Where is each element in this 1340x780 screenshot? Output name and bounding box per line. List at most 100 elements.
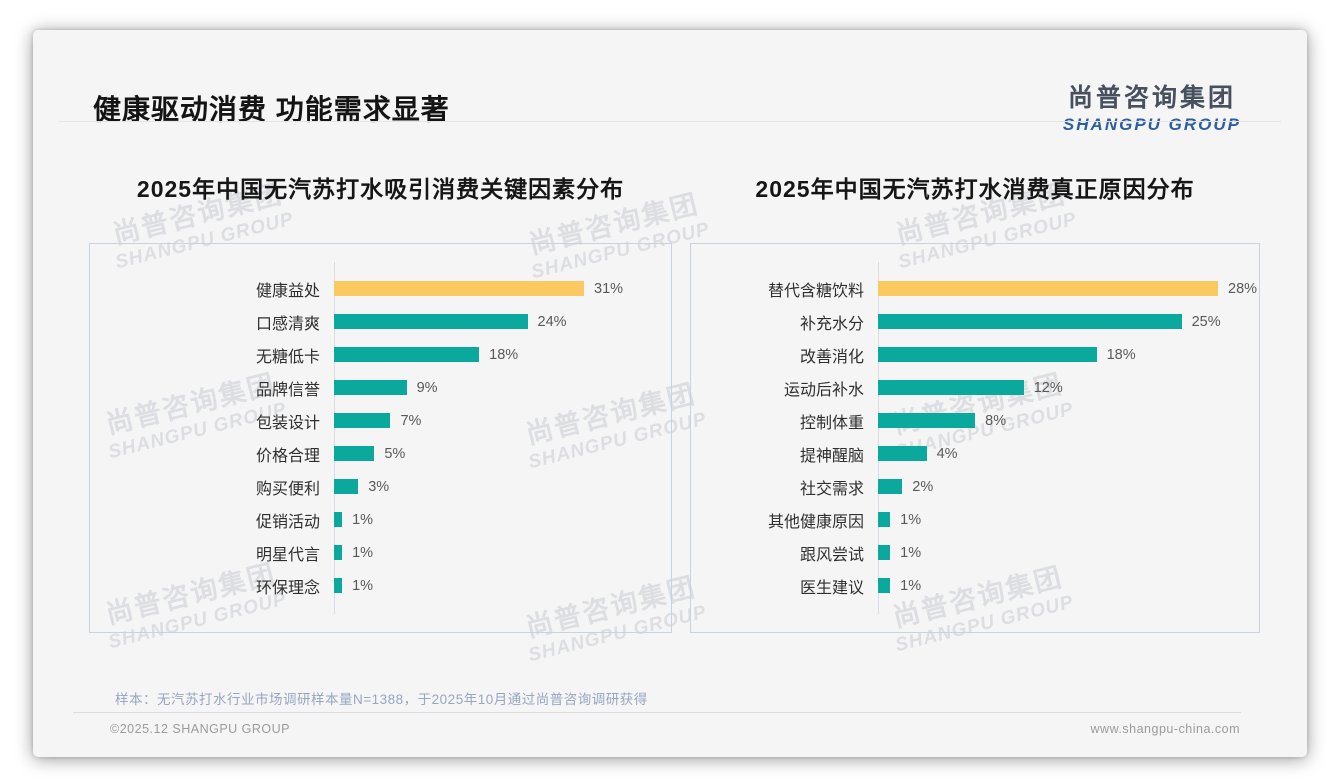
bar xyxy=(878,578,891,593)
bar-row: 价格合理 5% xyxy=(90,437,671,470)
bar-area: 1% xyxy=(334,545,671,561)
category-label: 明星代言 xyxy=(255,546,320,564)
category-label: 替代含糖饮料 xyxy=(767,282,864,300)
value-label: 1% xyxy=(900,577,922,594)
value-label: 1% xyxy=(352,511,374,528)
bar-area: 4% xyxy=(878,446,1259,462)
value-label: 4% xyxy=(936,445,958,462)
bar-area: 9% xyxy=(334,380,671,396)
bar-chart-left: 健康益处 31% 口感清爽 24% 无糖低卡 18% 品牌信誉 9% 包装设计 7% 价格合理 5% 购… xyxy=(90,244,671,632)
bar xyxy=(334,314,528,329)
category-label: 医生建议 xyxy=(799,579,864,597)
bar-area: 2% xyxy=(878,479,1259,495)
bar-row: 品牌信誉 9% xyxy=(90,371,671,404)
category-label: 包装设计 xyxy=(255,414,320,432)
slide-content: 健康驱动消费 功能需求显著 尚普咨询集团 SHANGPU GROUP 2025年… xyxy=(33,30,1307,757)
value-label: 12% xyxy=(1033,379,1063,396)
bar xyxy=(334,545,343,560)
category-label: 健康益处 xyxy=(255,282,320,300)
value-label: 25% xyxy=(1191,313,1221,330)
bar xyxy=(334,512,343,527)
header-divider xyxy=(59,121,1281,122)
bar-area: 25% xyxy=(878,314,1259,330)
value-label: 2% xyxy=(912,478,934,495)
bar xyxy=(878,281,1218,296)
bar-row: 促销活动 1% xyxy=(90,503,671,536)
value-label: 1% xyxy=(352,544,374,561)
bar-row: 社交需求 2% xyxy=(691,470,1259,503)
bar xyxy=(334,347,480,362)
value-label: 9% xyxy=(416,379,438,396)
bar-area: 24% xyxy=(334,314,671,330)
bar-row: 明星代言 1% xyxy=(90,536,671,569)
value-label: 1% xyxy=(900,544,922,561)
chart-panel-left: 健康益处 31% 口感清爽 24% 无糖低卡 18% 品牌信誉 9% 包装设计 7% 价格合理 5% 购… xyxy=(89,243,672,633)
bar-area: 18% xyxy=(878,347,1259,363)
copyright-text: ©2025.12 SHANGPU GROUP xyxy=(110,722,290,736)
slide-card: 尚普咨询集团 SHANGPU GROUP 尚普咨询集团 SHANGPU GROUP 尚普… xyxy=(33,30,1307,757)
category-label: 品牌信誉 xyxy=(255,381,320,399)
page-title: 健康驱动消费 功能需求显著 xyxy=(93,94,450,125)
bar-area: 1% xyxy=(878,545,1259,561)
bar-row: 替代含糖饮料 28% xyxy=(691,272,1259,305)
bar-row: 无糖低卡 18% xyxy=(90,338,671,371)
bar-row: 环保理念 1% xyxy=(90,569,671,602)
value-label: 1% xyxy=(900,511,922,528)
value-label: 18% xyxy=(489,346,519,363)
bar-area: 7% xyxy=(334,413,671,429)
bar xyxy=(334,281,584,296)
logo-english-name: SHANGPU GROUP xyxy=(1062,115,1241,134)
bar xyxy=(878,380,1024,395)
bar-area: 5% xyxy=(334,446,671,462)
value-label: 18% xyxy=(1106,346,1136,363)
bar-row: 购买便利 3% xyxy=(90,470,671,503)
bar xyxy=(878,446,927,461)
chart-panel-right: 替代含糖饮料 28% 补充水分 25% 改善消化 18% 运动后补水 12% 控制体重 8% 提神醒… xyxy=(690,243,1260,633)
bar-row: 改善消化 18% xyxy=(691,338,1259,371)
bar xyxy=(334,578,343,593)
bar xyxy=(334,413,391,428)
value-label: 1% xyxy=(352,577,374,594)
bar-row: 提神醒脑 4% xyxy=(691,437,1259,470)
bar-area: 12% xyxy=(878,380,1259,396)
bar-area: 8% xyxy=(878,413,1259,429)
bar xyxy=(878,413,976,428)
category-label: 价格合理 xyxy=(255,447,320,465)
value-label: 5% xyxy=(384,445,406,462)
bar xyxy=(878,545,891,560)
chart-title-left: 2025年中国无汽苏打水吸引消费关键因素分布 xyxy=(136,176,625,202)
website-url: www.shangpu-china.com xyxy=(1090,722,1240,736)
value-label: 3% xyxy=(368,478,390,495)
logo-chinese-name: 尚普咨询集团 xyxy=(1067,84,1236,112)
bar-row: 口感清爽 24% xyxy=(90,305,671,338)
company-logo: 尚普咨询集团 SHANGPU GROUP xyxy=(1063,78,1241,135)
bar-row: 补充水分 25% xyxy=(691,305,1259,338)
value-label: 28% xyxy=(1228,280,1258,297)
bar-row: 其他健康原因 1% xyxy=(691,503,1259,536)
bar-chart-right: 替代含糖饮料 28% 补充水分 25% 改善消化 18% 运动后补水 12% 控制体重 8% 提神醒… xyxy=(691,244,1259,632)
category-label: 促销活动 xyxy=(255,513,320,531)
value-label: 24% xyxy=(537,313,567,330)
category-label: 跟风尝试 xyxy=(799,546,864,564)
category-label: 购买便利 xyxy=(255,480,320,498)
y-axis-line xyxy=(334,262,335,614)
bar-area: 18% xyxy=(334,347,671,363)
y-axis-line xyxy=(878,262,879,614)
category-label: 改善消化 xyxy=(799,348,864,366)
bar-row: 包装设计 7% xyxy=(90,404,671,437)
category-label: 社交需求 xyxy=(799,480,864,498)
bar-area: 1% xyxy=(334,578,671,594)
sample-footnote: 样本：无汽苏打水行业市场调研样本量N=1388，于2025年10月通过尚普咨询调… xyxy=(115,692,648,707)
bar-area: 1% xyxy=(334,512,671,528)
bar-row: 医生建议 1% xyxy=(691,569,1259,602)
value-label: 31% xyxy=(594,280,624,297)
chart-title-right: 2025年中国无汽苏打水消费真正原因分布 xyxy=(755,176,1195,202)
bar-area: 1% xyxy=(878,578,1259,594)
bar xyxy=(878,512,891,527)
category-label: 无糖低卡 xyxy=(255,348,320,366)
category-label: 运动后补水 xyxy=(783,381,864,399)
category-label: 补充水分 xyxy=(799,315,864,333)
bar-area: 31% xyxy=(334,281,671,297)
bar-row: 运动后补水 12% xyxy=(691,371,1259,404)
bar-area: 3% xyxy=(334,479,671,495)
